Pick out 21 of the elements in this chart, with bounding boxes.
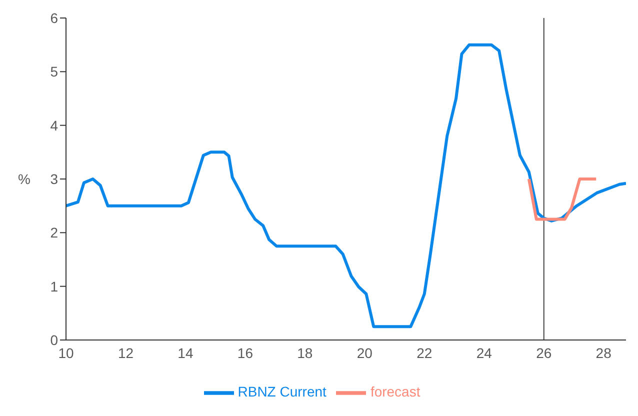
y-tick-label: 1: [50, 278, 58, 294]
y-tick-label: 3: [50, 170, 58, 187]
x-tick-label: 12: [118, 344, 134, 361]
x-tick-label: 28: [596, 344, 612, 361]
y-axis-title: %: [18, 170, 30, 187]
y-tick-label: 4: [50, 117, 58, 134]
x-tick-label: 18: [297, 344, 313, 361]
x-tick-label: 14: [178, 344, 194, 361]
x-tick-label: 22: [416, 344, 432, 361]
y-tick-label: 5: [50, 64, 58, 80]
x-tick-label: 10: [58, 344, 74, 361]
x-tick-label: 20: [356, 344, 373, 361]
legend-label: RBNZ Current: [238, 384, 326, 400]
y-tick-label: 0: [50, 332, 58, 348]
line-series: [66, 43, 626, 328]
legend-label: forecast: [370, 384, 420, 400]
x-tick-label: 24: [476, 344, 492, 361]
y-tick-label: 2: [50, 224, 58, 241]
x-tick-label: 26: [536, 344, 552, 361]
x-tick-label: 16: [237, 344, 254, 361]
y-tick-label: 6: [50, 10, 58, 26]
